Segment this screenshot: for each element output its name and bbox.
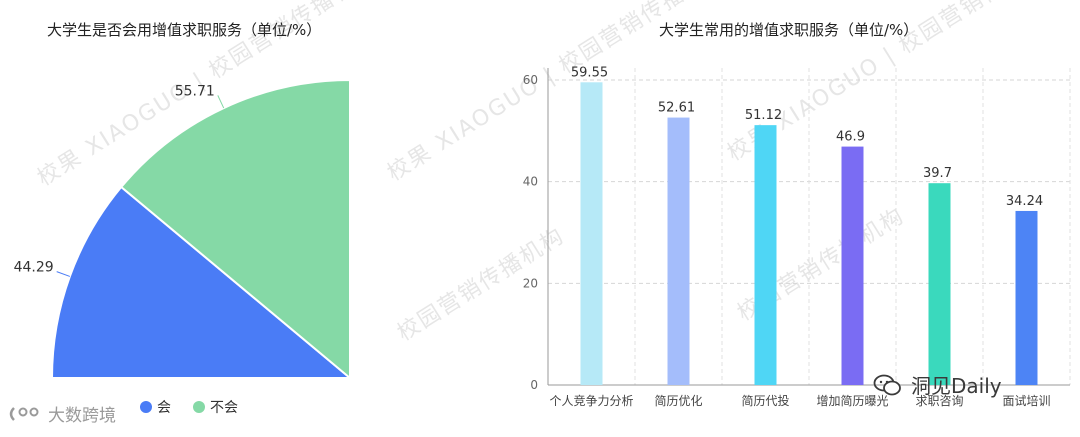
y-tick-label-2: 40 — [523, 175, 538, 189]
wechat-icon — [873, 374, 901, 395]
legend-dot-hui — [140, 401, 152, 413]
x-tick-label-3: 增加简历曝光 — [816, 394, 888, 408]
bar-0 — [580, 82, 603, 385]
pie-chart-title: 大学生是否会用增值求职服务（单位/%） — [47, 21, 322, 39]
bar-5 — [1015, 210, 1038, 385]
x-tick-label-5: 面试培训 — [1002, 393, 1050, 408]
bar-value-label-5: 34.24 — [1006, 194, 1043, 209]
brand-right-text: 洞见Daily — [911, 374, 1002, 398]
brand-left-logo-icon — [9, 406, 39, 421]
brand-right: 洞见Daily — [873, 370, 1002, 399]
pie-value-label-1: 55.71 — [175, 83, 215, 99]
pie-chart: 44.29 55.71 — [14, 78, 353, 381]
brand-left-text: 大数跨境 — [48, 406, 116, 426]
pie-slice-1 — [119, 78, 351, 381]
x-tick-label-0: 个人竞争力分析 — [549, 394, 633, 408]
bar-chart: 0 20 40 60 59.55 个人竞争力分析 52.61 简历优化 51.12 简历代投 46.… — [523, 65, 1071, 408]
x-tick-label-4: 求职咨询 — [915, 393, 963, 408]
y-tick-label-0: 0 — [530, 378, 538, 392]
bar-value-label-0: 59.55 — [571, 65, 608, 80]
brand-left: 大数跨境 — [6, 401, 116, 426]
pie-leader-1 — [217, 95, 225, 109]
bar-chart-title: 大学生常用的增值求职服务（单位/%） — [659, 21, 919, 39]
y-tick-label-1: 20 — [523, 276, 538, 290]
x-tick-label-1: 简历优化 — [654, 394, 702, 408]
pie-leader-0 — [56, 271, 71, 277]
pie-slice-0 — [50, 185, 353, 379]
bar-value-label-2: 51.12 — [745, 108, 782, 123]
pie-value-label-0: 44.29 — [14, 260, 54, 276]
legend-dot-buhui — [193, 401, 205, 413]
x-tick-label-2: 简历代投 — [741, 393, 789, 408]
legend-label-buhui: 不会 — [210, 400, 238, 416]
bar-2 — [754, 125, 777, 385]
y-tick-label-3: 60 — [523, 73, 538, 87]
pie-legend: 会 不会 — [140, 397, 238, 417]
bar-3 — [841, 146, 864, 385]
bar-value-label-3: 46.9 — [836, 130, 865, 145]
bar-value-label-4: 39.7 — [923, 166, 952, 181]
legend-label-hui: 会 — [157, 400, 171, 416]
bar-value-label-1: 52.61 — [658, 101, 695, 116]
bar-1 — [667, 117, 690, 386]
bar-4 — [928, 183, 951, 385]
